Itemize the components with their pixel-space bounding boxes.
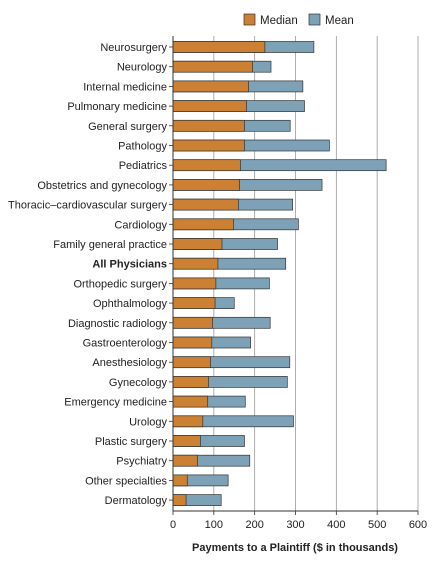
x-tick-label: 200	[245, 519, 263, 531]
bar-median	[172, 395, 209, 408]
bar-median	[172, 494, 187, 506]
bar-median	[172, 41, 266, 53]
bar-median	[172, 159, 241, 172]
category-label: Diagnostic radiology	[68, 318, 168, 330]
category-label: Neurology	[117, 62, 168, 74]
category-label: Other specialties	[85, 475, 167, 487]
bar-median	[172, 119, 245, 132]
x-tick-label: 500	[368, 519, 386, 531]
bar-median	[172, 198, 239, 211]
bar-median	[172, 238, 223, 250]
bar-median	[172, 277, 217, 290]
bar-median	[172, 80, 249, 93]
bar-median	[172, 60, 253, 73]
category-labels: Neurosurgery Neurology Internal medicine Pu…	[8, 42, 167, 507]
legend: Median Mean	[243, 13, 354, 27]
bar-median	[172, 376, 209, 388]
x-axis: 0 100 200 300 400 500 600	[169, 36, 427, 531]
category-label: Urology	[129, 416, 167, 428]
category-label: Thoracic–cardiovascular surgery	[8, 200, 167, 212]
category-label: Gynecology	[109, 377, 168, 389]
category-label: Obstetrics and gynecology	[37, 180, 167, 192]
x-tick-label: 0	[170, 519, 176, 531]
category-label: Neurosurgery	[100, 42, 167, 54]
category-label: Dermatology	[105, 495, 168, 507]
category-label: Pediatrics	[119, 160, 168, 172]
x-tick-label: 400	[327, 519, 345, 531]
category-label: Pathology	[118, 141, 167, 153]
category-label: Ophthalmology	[93, 298, 167, 310]
bar-median	[172, 179, 240, 191]
x-tick-label: 300	[286, 519, 304, 531]
category-label: Psychiatry	[116, 456, 167, 468]
x-tick-label: 600	[409, 519, 427, 531]
bar-median	[172, 257, 219, 270]
category-label: Family general practice	[53, 239, 167, 251]
category-label: General surgery	[88, 121, 167, 133]
bar-median	[172, 415, 204, 428]
category-label: Gastroenterology	[83, 338, 168, 350]
bars	[172, 41, 387, 506]
legend-swatch	[243, 13, 256, 26]
legend-label: Median	[260, 15, 298, 27]
category-label: All Physicians	[92, 259, 167, 271]
bar-median	[172, 316, 213, 329]
legend-swatch	[308, 13, 321, 26]
legend-label: Mean	[325, 15, 354, 27]
bar-median	[172, 218, 234, 231]
bar-median	[172, 297, 216, 309]
bar-median	[172, 474, 188, 487]
x-tick-label: 100	[205, 519, 223, 531]
category-label: Orthopedic surgery	[73, 278, 167, 290]
bar-median	[172, 100, 247, 112]
category-label: Plastic surgery	[95, 436, 168, 448]
bar-median	[172, 435, 201, 447]
category-label: Internal medicine	[83, 81, 167, 93]
category-label: Cardiology	[114, 219, 167, 231]
gridlines	[213, 36, 419, 511]
x-axis-label: Payments to a Plaintiff ($ in thousands)	[192, 542, 398, 554]
category-label: Emergency medicine	[64, 397, 167, 409]
category-label: Anesthesiology	[92, 357, 167, 369]
category-label: Pulmonary medicine	[67, 101, 167, 113]
bar-median	[172, 139, 245, 152]
bar-median	[172, 454, 198, 467]
bar-median	[172, 336, 213, 349]
bar-median	[172, 356, 211, 369]
